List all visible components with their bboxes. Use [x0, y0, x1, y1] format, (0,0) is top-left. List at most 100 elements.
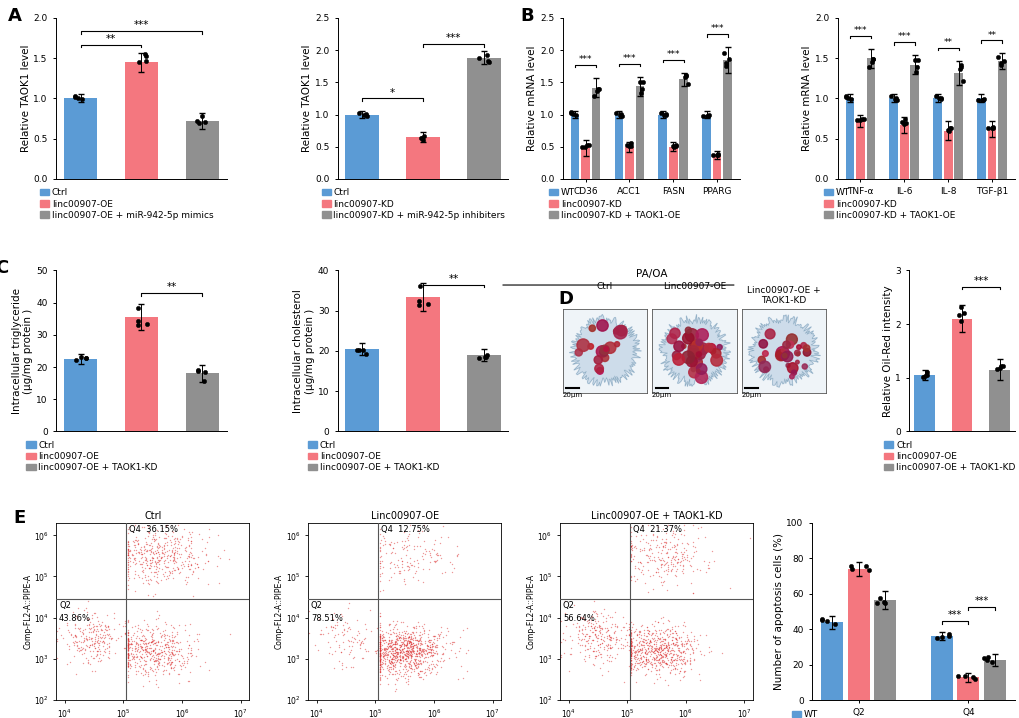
Circle shape [800, 342, 806, 348]
Point [100, 629, 116, 640]
Point [179, 534, 196, 546]
Point [399, 635, 416, 647]
Point [587, 631, 603, 643]
Point [371, 620, 387, 631]
Circle shape [682, 332, 693, 344]
Point [663, 634, 680, 645]
Point [394, 633, 411, 644]
Point [153, 646, 169, 658]
Point [379, 650, 395, 661]
Point [160, 667, 176, 679]
Point [85, 626, 101, 638]
Bar [625, 146, 633, 179]
Point [132, 643, 149, 654]
Point [422, 642, 438, 653]
Point [623, 638, 639, 649]
Point [646, 556, 662, 567]
Point [677, 545, 693, 556]
Point [642, 648, 658, 660]
Point [888, 93, 904, 104]
Point [632, 644, 648, 656]
Point [673, 566, 689, 577]
Point [143, 662, 159, 673]
Point [672, 546, 688, 557]
Point [675, 671, 691, 682]
Point [623, 541, 639, 552]
Point [580, 632, 596, 643]
Point [995, 55, 1011, 66]
Point [419, 648, 435, 659]
Point [414, 620, 430, 632]
Point [679, 549, 695, 561]
Point [96, 638, 112, 649]
Point [149, 635, 165, 647]
Point [332, 608, 348, 620]
Point [137, 614, 153, 625]
Point [325, 622, 341, 633]
Point [837, 90, 853, 102]
Point [168, 533, 184, 544]
Point [77, 353, 94, 364]
Point [395, 625, 412, 636]
Point [663, 627, 680, 638]
Point [116, 643, 132, 654]
Point [423, 638, 439, 650]
Point [126, 653, 143, 665]
Point [167, 541, 183, 553]
Point [120, 661, 137, 672]
Point [390, 646, 407, 658]
Point [135, 564, 151, 575]
Point [623, 630, 639, 642]
Point [403, 559, 419, 571]
Point [433, 627, 449, 638]
Point [623, 521, 639, 533]
Point [623, 636, 639, 648]
Point [398, 651, 415, 662]
Point [166, 564, 182, 576]
Point [631, 626, 647, 638]
Point [626, 640, 642, 652]
Point [179, 533, 196, 544]
Point [412, 643, 428, 654]
Point [399, 534, 416, 546]
Point [597, 640, 613, 651]
Point [680, 538, 696, 550]
Point [123, 651, 140, 662]
Point [653, 635, 669, 647]
Circle shape [764, 329, 774, 339]
Point [150, 663, 166, 675]
Point [155, 630, 171, 642]
Point [145, 665, 161, 676]
Point [573, 611, 589, 623]
Point [119, 652, 136, 663]
Point [421, 646, 437, 658]
Point [137, 641, 153, 653]
Point [645, 534, 661, 546]
Point [574, 624, 590, 635]
Point [393, 558, 410, 569]
Point [876, 597, 893, 609]
Bar [873, 600, 895, 700]
Point [383, 643, 399, 654]
Point [127, 649, 144, 661]
Point [371, 659, 387, 671]
Point [637, 653, 653, 665]
Circle shape [709, 348, 715, 354]
Point [67, 623, 84, 634]
Point [136, 556, 152, 567]
Point [388, 633, 405, 645]
Point [159, 642, 175, 653]
Point [639, 645, 655, 657]
Point [651, 632, 667, 643]
Point [554, 633, 571, 645]
Point [666, 528, 683, 540]
Point [380, 655, 396, 666]
Point [384, 658, 400, 669]
Point [149, 605, 165, 617]
Point [645, 652, 661, 663]
Point [655, 642, 672, 653]
Point [654, 643, 671, 654]
Point [386, 638, 403, 649]
Point [90, 637, 106, 648]
Point [161, 634, 177, 645]
